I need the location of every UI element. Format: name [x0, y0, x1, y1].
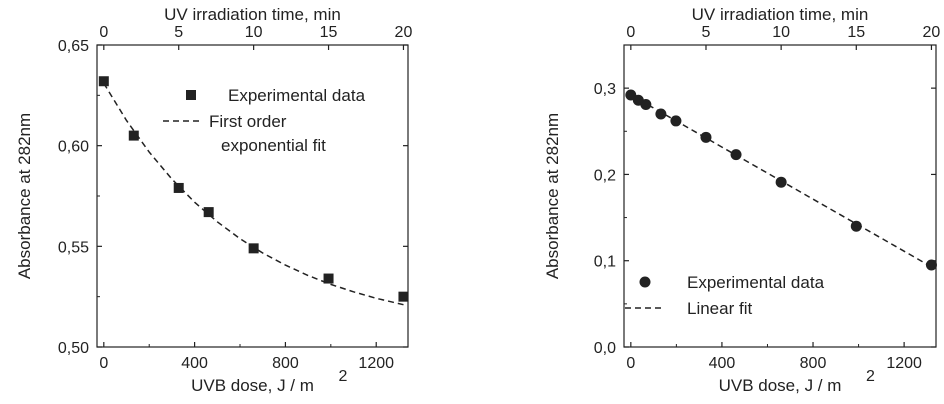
x-tick-label: 400	[709, 355, 736, 372]
y-tick-label: 0,3	[594, 81, 616, 98]
data-point	[203, 207, 214, 218]
data-point	[925, 259, 937, 271]
top-x-tick-label: 5	[702, 24, 711, 41]
x-axis-label: UVB dose, J / m	[191, 376, 314, 395]
x-tick-label: 800	[272, 355, 299, 372]
top-x-tick-label: 15	[847, 24, 865, 41]
data-point	[700, 131, 712, 143]
x-tick-label: 0	[626, 355, 635, 372]
data-point	[128, 130, 139, 141]
x-axis-label-superscript: 2	[339, 368, 348, 385]
legend-square-swatch	[186, 90, 196, 100]
top-x-tick-label: 5	[174, 24, 183, 41]
top-x-tick-label: 10	[772, 24, 790, 41]
top-x-axis-label: UV irradiation time, min	[692, 5, 869, 24]
data-point	[323, 273, 334, 284]
fit-line	[630, 94, 932, 268]
y-tick-label: 0,2	[594, 167, 616, 184]
legend-label: Experimental data	[687, 273, 825, 292]
legend-label: Experimental data	[228, 86, 366, 105]
top-x-tick-label: 10	[245, 24, 263, 41]
x-tick-label: 800	[800, 355, 827, 372]
top-x-tick-label: 0	[626, 24, 635, 41]
legend-label: exponential fit	[221, 136, 326, 155]
y-tick-label: 0,60	[58, 139, 89, 156]
y-tick-label: 0,65	[58, 38, 89, 55]
x-axis-label-superscript: 2	[866, 368, 875, 385]
top-x-tick-label: 20	[395, 24, 413, 41]
top-x-tick-label: 15	[320, 24, 338, 41]
y-tick-label: 0,1	[594, 254, 616, 271]
data-point	[850, 220, 862, 232]
legend-label: Linear fit	[687, 299, 752, 318]
data-point	[173, 182, 184, 193]
data-point	[98, 76, 109, 87]
y-axis-label: Absorbance at 282nm	[15, 113, 34, 279]
data-point	[775, 176, 787, 188]
x-tick-label: 1200	[358, 355, 394, 372]
y-tick-label: 0,50	[58, 340, 89, 357]
fit-line	[103, 82, 404, 306]
top-x-tick-label: 0	[99, 24, 108, 41]
top-x-tick-label: 20	[923, 24, 941, 41]
legend-label: First order	[209, 112, 287, 131]
top-x-axis-label: UV irradiation time, min	[164, 5, 341, 24]
data-point	[398, 291, 409, 302]
y-axis-label: Absorbance at 282nm	[543, 113, 562, 279]
data-point	[248, 243, 259, 254]
x-tick-label: 1200	[886, 355, 922, 372]
legend-circle-swatch	[639, 276, 651, 288]
y-tick-label: 0,55	[58, 239, 89, 256]
x-tick-label: 400	[181, 355, 208, 372]
plot-frame-1	[623, 44, 937, 348]
y-tick-label: 0,0	[594, 340, 616, 357]
x-axis-label: UVB dose, J / m	[719, 376, 842, 395]
x-tick-label: 0	[99, 355, 108, 372]
